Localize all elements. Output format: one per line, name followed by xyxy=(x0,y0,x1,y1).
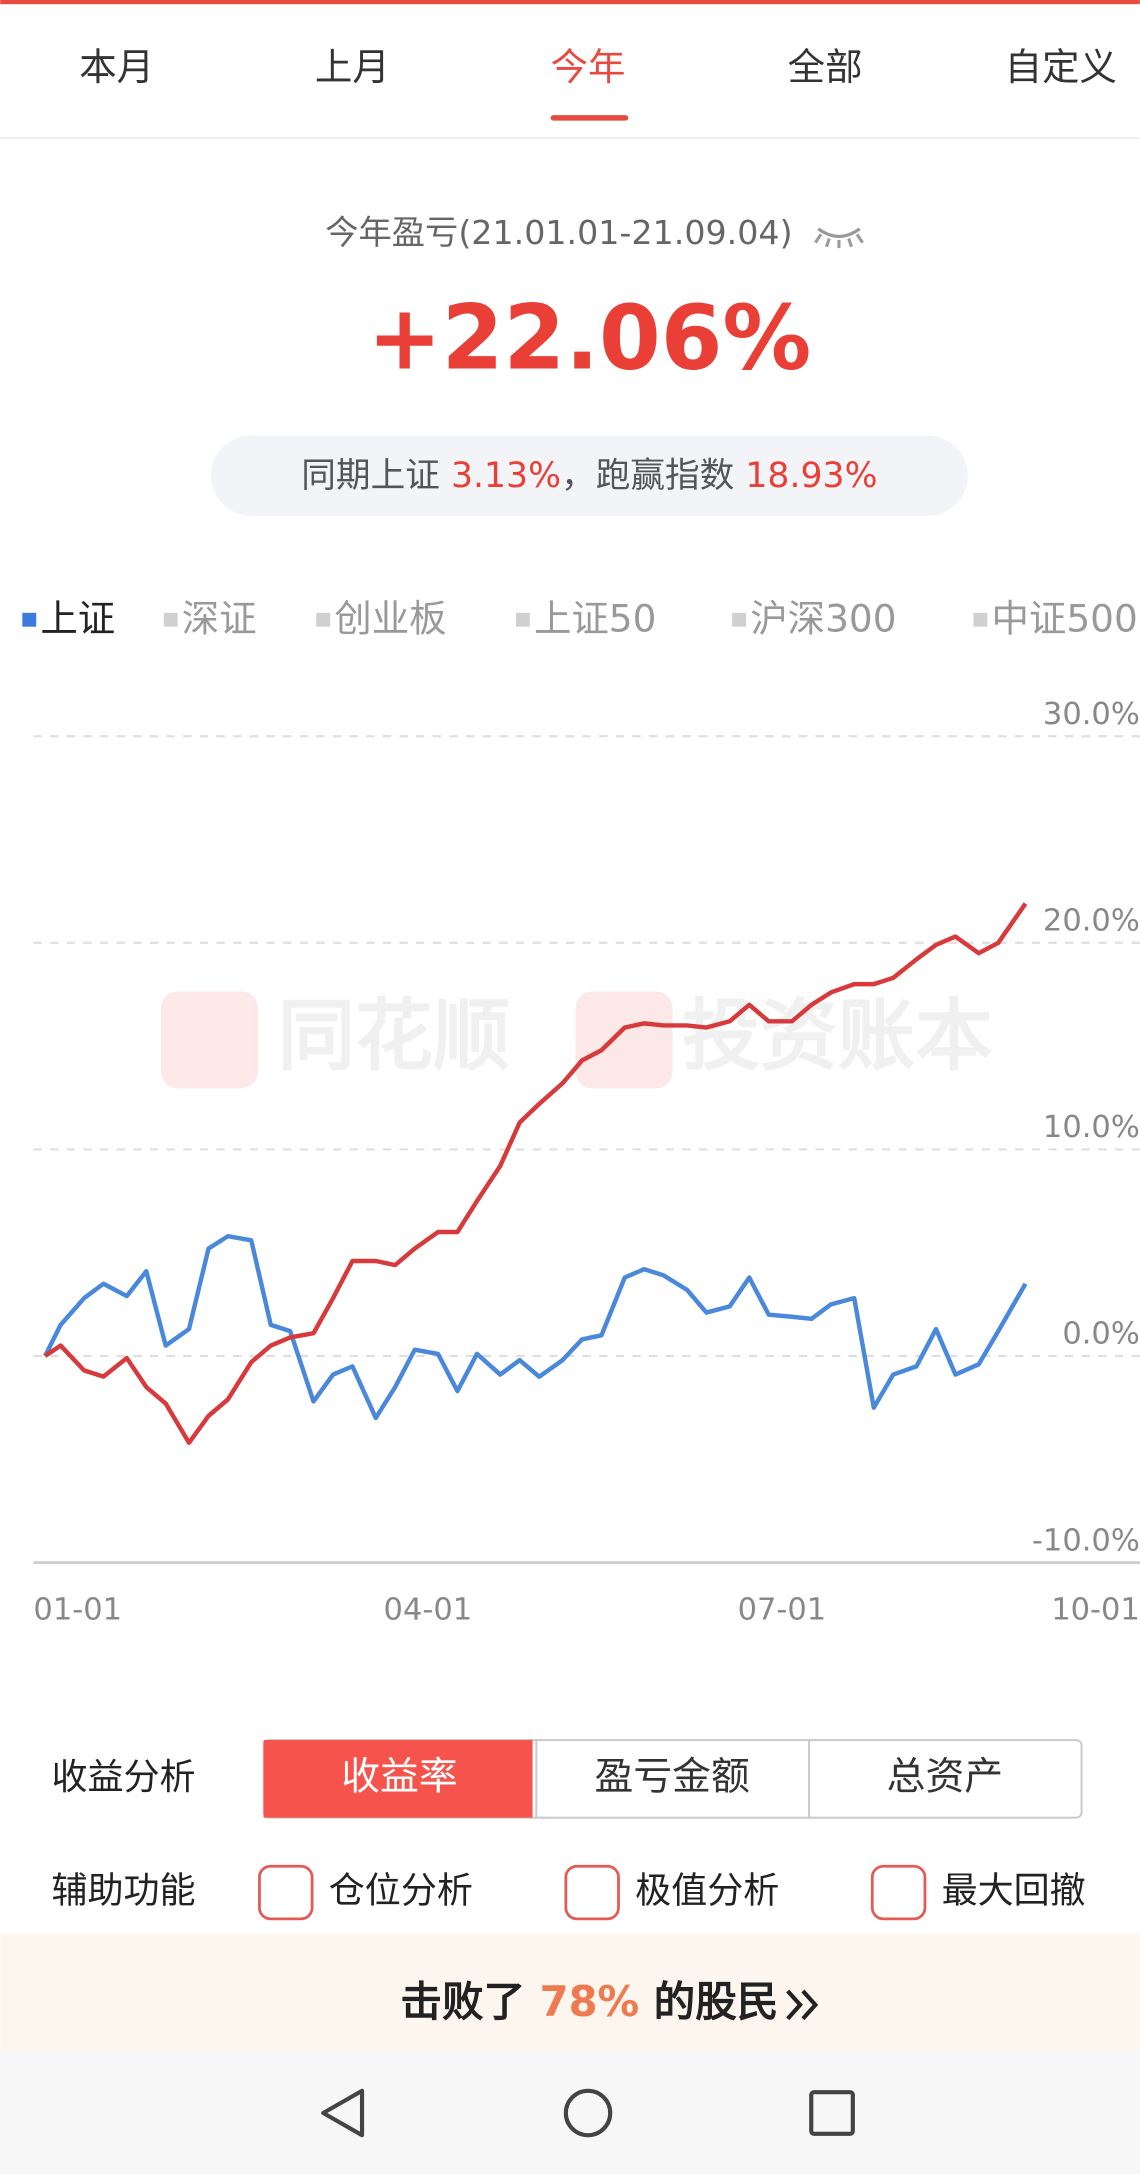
y-tick-label: 30.0% xyxy=(1043,697,1140,732)
index-value: 3.13% xyxy=(451,456,561,496)
compare-text: 同期上证 3.13%，跑赢指数 18.93% xyxy=(301,456,877,496)
checkbox-label: 极值分析 xyxy=(635,1871,779,1912)
banner-prefix: 击败了 xyxy=(400,1977,525,2026)
checkbox[interactable] xyxy=(870,1864,927,1921)
y-tick-label: 0.0% xyxy=(1062,1317,1140,1352)
banner-suffix: 的股民 xyxy=(654,1977,779,2026)
series-line xyxy=(43,1233,1028,1421)
top-accent xyxy=(0,0,1140,5)
index-marker xyxy=(973,612,988,627)
series-line xyxy=(43,902,1028,1445)
checkbox[interactable] xyxy=(258,1864,314,1921)
index-marker xyxy=(163,612,178,627)
banner-text[interactable]: 击败了 78% 的股民 xyxy=(400,1977,778,2026)
y-tick-label: 20.0% xyxy=(1043,904,1140,939)
index-tab[interactable]: 深证 xyxy=(182,597,257,641)
index-tab[interactable]: 上证50 xyxy=(534,597,656,641)
segment-option[interactable]: 总资产 xyxy=(887,1754,1003,1799)
watermark: 同花顺 投资账本 xyxy=(160,991,993,1089)
period-tab[interactable]: 本月 xyxy=(79,45,154,89)
y-tick-label: 10.0% xyxy=(1043,1110,1140,1145)
x-tick-label: 10-01 xyxy=(1051,1593,1140,1628)
nav-back[interactable] xyxy=(321,2088,365,2138)
banner xyxy=(0,1934,1140,2052)
checkbox[interactable] xyxy=(564,1864,620,1921)
index-tab[interactable]: 中证500 xyxy=(991,597,1137,641)
nav-bar xyxy=(0,2051,1140,2174)
nav-home[interactable] xyxy=(563,2088,613,2138)
chevron xyxy=(786,1989,819,2021)
checkbox-label: 仓位分析 xyxy=(329,1871,473,1912)
period-tab[interactable]: 上月 xyxy=(315,45,390,89)
period-tab[interactable]: 全部 xyxy=(788,45,863,89)
watermark-text: 投资账本 xyxy=(682,992,993,1082)
separator: ，跑赢指数 xyxy=(561,456,734,496)
profit-value: +22.06% xyxy=(367,286,811,389)
segment-option[interactable]: 收益率 xyxy=(341,1754,457,1799)
segment-option[interactable]: 盈亏金额 xyxy=(595,1754,750,1799)
index-tab[interactable]: 上证 xyxy=(40,597,115,641)
index-marker xyxy=(316,612,331,627)
period-tab[interactable]: 今年 xyxy=(551,45,626,89)
watermark-text: 同花顺 xyxy=(277,992,510,1082)
eye-icon xyxy=(814,227,864,249)
x-tick-label: 04-01 xyxy=(384,1593,473,1628)
summary-title: 今年盈亏(21.01.01-21.09.04) xyxy=(325,213,792,252)
x-tick-label: 01-01 xyxy=(33,1593,122,1628)
analysis-label: 收益分析 xyxy=(51,1757,195,1798)
index-marker xyxy=(22,612,37,627)
checkbox-label: 最大回撤 xyxy=(942,1871,1086,1912)
tab-underline xyxy=(550,115,629,121)
aux-label: 辅助功能 xyxy=(51,1871,195,1912)
banner-value: 78% xyxy=(540,1977,640,2026)
y-tick-label: -10.0% xyxy=(1032,1523,1140,1558)
index-tab[interactable]: 创业板 xyxy=(334,597,446,641)
x-tick-label: 07-01 xyxy=(738,1593,827,1628)
excess-value: 18.93% xyxy=(745,456,877,496)
index-marker xyxy=(515,612,530,627)
index-label: 同期上证 xyxy=(301,456,440,496)
compare-pill xyxy=(210,435,968,516)
nav-recent[interactable] xyxy=(809,2090,855,2136)
index-tab[interactable]: 沪深300 xyxy=(750,597,896,641)
segment-selected xyxy=(263,1740,533,1818)
period-tab[interactable]: 自定义 xyxy=(1005,45,1117,89)
index-marker xyxy=(732,612,747,627)
